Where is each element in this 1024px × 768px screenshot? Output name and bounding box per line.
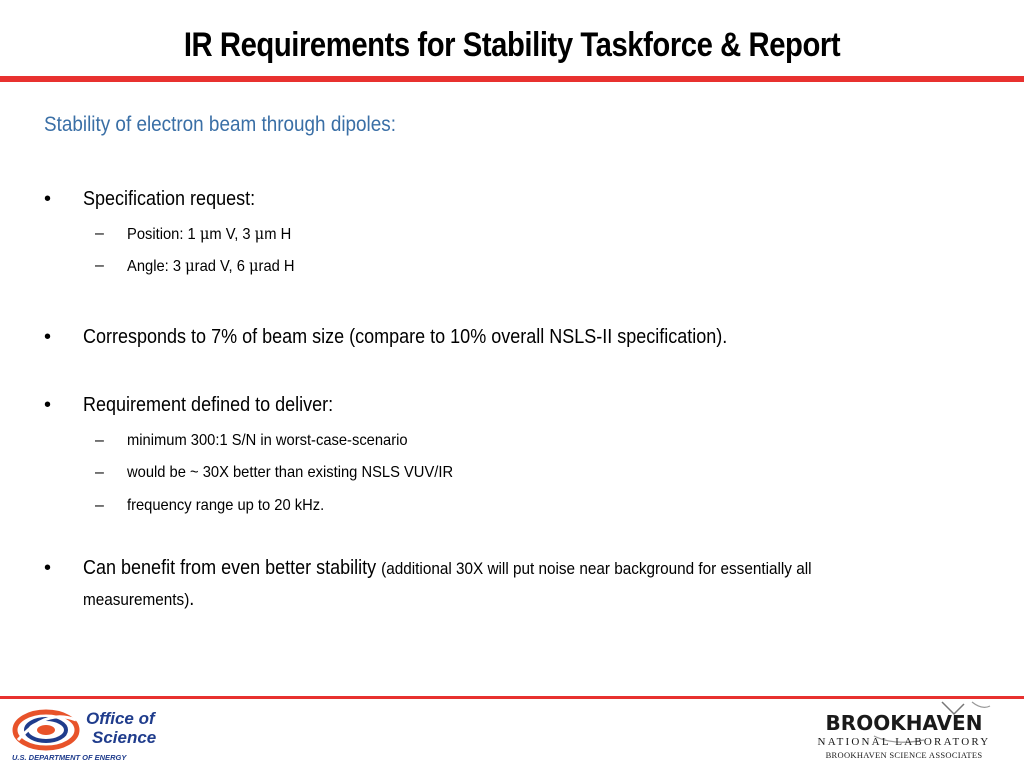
sub-bullet-improvement: – would be ~ 30X better than existing NS… bbox=[95, 463, 481, 483]
mu-symbol: μ bbox=[199, 224, 210, 243]
doe-swirl-icon bbox=[12, 709, 80, 751]
mu-symbol: μ bbox=[254, 224, 265, 243]
slide-subtitle: Stability of electron beam through dipol… bbox=[44, 113, 396, 136]
sub-bullet-frequency: – frequency range up to 20 kHz. bbox=[95, 496, 341, 516]
dash-marker: – bbox=[95, 225, 104, 242]
bnl-line1: BROOKHAVEN bbox=[826, 711, 983, 735]
sub-bullet-text: minimum 300:1 S/N in worst-case-scenario bbox=[127, 432, 408, 449]
mu-symbol: μ bbox=[248, 256, 259, 275]
slide-title: IR Requirements for Stability Taskforce … bbox=[183, 26, 841, 64]
dash-marker: – bbox=[95, 432, 104, 449]
sub-bullet-angle: – Angle: 3 μrad V, 6 μrad H bbox=[95, 256, 309, 277]
office-of-science-logo: Office of Science U.S. DEPARTMENT OF ENE… bbox=[12, 709, 157, 762]
footer-divider bbox=[0, 696, 1024, 699]
oos-line2: Science bbox=[92, 728, 156, 747]
bullet-marker: • bbox=[44, 394, 52, 416]
sub-bullet-text: frequency range up to 20 kHz. bbox=[127, 497, 325, 514]
mu-symbol: μ bbox=[185, 256, 195, 275]
text-part: rad V, 6 bbox=[194, 258, 249, 275]
bullet-text: Specification request: bbox=[83, 188, 256, 210]
sub-bullet-signal-noise: – minimum 300:1 S/N in worst-case-scenar… bbox=[95, 431, 432, 451]
bullet-specification-request: • Specification request: bbox=[44, 184, 984, 215]
brookhaven-logo: BROOKHAVEN NATIONAL LABORATORY BROOKHAVE… bbox=[818, 701, 991, 760]
bullet-marker: • bbox=[44, 557, 52, 579]
dash-marker: – bbox=[95, 257, 104, 274]
sub-bullet-text: would be ~ 30X better than existing NSLS… bbox=[127, 464, 454, 481]
bullet-better-stability: • Can benefit from even better stability… bbox=[44, 553, 984, 615]
bnl-line3: BROOKHAVEN SCIENCE ASSOCIATES bbox=[826, 750, 983, 760]
sub-bullet-text: Angle: 3 μrad V, 6 μrad H bbox=[127, 256, 295, 277]
bullet-marker: • bbox=[44, 188, 52, 210]
title-divider bbox=[0, 76, 1024, 82]
bullet-text: Can benefit from even better stability (… bbox=[83, 553, 894, 615]
dash-marker: – bbox=[95, 464, 104, 481]
sub-bullet-position: – Position: 1 μm V, 3 μm H bbox=[95, 224, 306, 245]
bullet-requirement: • Requirement defined to deliver: bbox=[44, 390, 984, 421]
bullet-beam-size: • Corresponds to 7% of beam size (compar… bbox=[44, 322, 984, 353]
text-part: Can benefit from even better stability bbox=[83, 557, 382, 579]
sub-bullet-text: Position: 1 μm V, 3 μm H bbox=[127, 224, 291, 245]
oos-line1: Office of bbox=[86, 709, 157, 728]
text-part: m V, 3 bbox=[209, 226, 255, 243]
text-part: . bbox=[189, 588, 195, 610]
text-part-small: (additional 30X will put noise near back… bbox=[83, 559, 812, 609]
bnl-line2: NATIONAL LABORATORY bbox=[818, 736, 991, 748]
text-part: Angle: 3 bbox=[127, 258, 186, 275]
bullet-text: Corresponds to 7% of beam size (compare … bbox=[83, 326, 728, 348]
text-part: Position: 1 bbox=[127, 226, 200, 243]
bullet-text: Requirement defined to deliver: bbox=[83, 394, 334, 416]
brookhaven-mark-icon bbox=[873, 701, 991, 743]
text-part: m H bbox=[264, 226, 292, 243]
dash-marker: – bbox=[95, 497, 104, 514]
oos-line3: U.S. DEPARTMENT OF ENERGY bbox=[12, 753, 127, 762]
text-part: rad H bbox=[258, 258, 295, 275]
bullet-marker: • bbox=[44, 326, 52, 348]
